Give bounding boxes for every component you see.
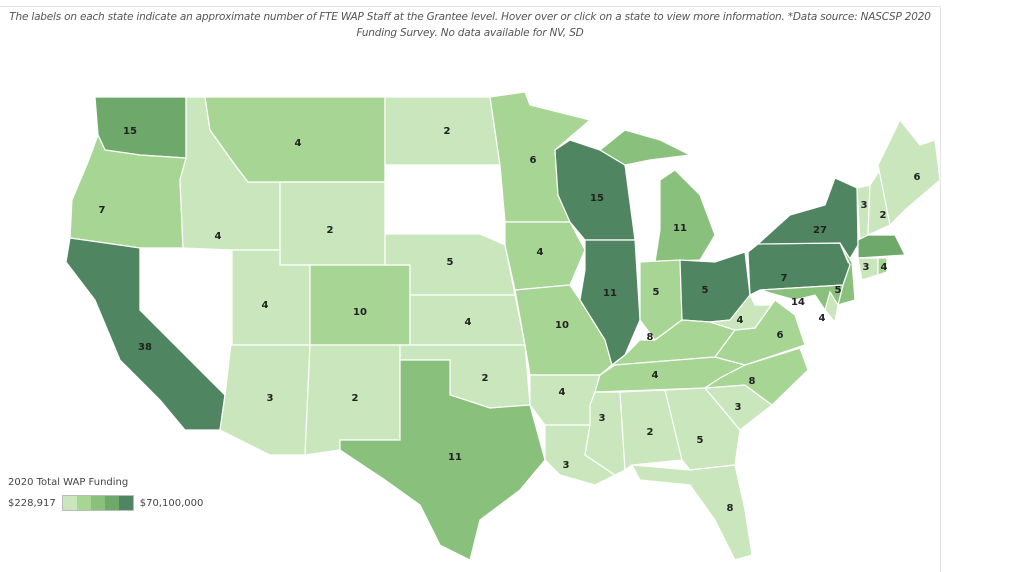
state-ia[interactable]: [504, 221, 586, 291]
state-az[interactable]: [219, 334, 311, 456]
legend-swatch: [76, 496, 91, 510]
state-mi[interactable]: [654, 169, 716, 263]
state-fl[interactable]: [630, 464, 753, 561]
legend-min-label: $228,917: [8, 497, 56, 509]
state-tx[interactable]: [339, 359, 546, 561]
state-ks[interactable]: [409, 294, 526, 346]
map-frame: [0, 6, 941, 572]
state-me[interactable]: [877, 118, 941, 227]
state-wy[interactable]: [279, 181, 386, 266]
legend-swatch: [104, 496, 119, 510]
legend-swatch: [118, 496, 133, 510]
state-ma[interactable]: [857, 234, 906, 259]
state-sd[interactable]: [384, 164, 504, 241]
legend-swatch: [62, 496, 77, 510]
state-de[interactable]: [824, 290, 839, 324]
state-nm[interactable]: [304, 344, 401, 456]
legend-title: 2020 Total WAP Funding: [8, 477, 129, 488]
legend-swatch: [90, 496, 105, 510]
state-nd[interactable]: [384, 96, 501, 166]
state-wa[interactable]: [94, 96, 187, 159]
legend-max-label: $70,100,000: [139, 497, 204, 509]
legend-color-scale: [61, 495, 134, 511]
state-ct[interactable]: [857, 257, 879, 281]
state-wv[interactable]: [709, 293, 776, 331]
state-ms[interactable]: [584, 391, 626, 476]
state-ri[interactable]: [877, 257, 888, 276]
state-label-de: 4: [819, 313, 826, 324]
state-mi[interactable]: [598, 129, 693, 166]
state-nc[interactable]: [702, 347, 809, 406]
map-caption: The labels on each state indicate an app…: [9, 11, 931, 39]
funding-legend: 2020 Total WAP Funding $228,917 $70,100,…: [8, 477, 203, 511]
state-co[interactable]: [309, 264, 411, 346]
state-al[interactable]: [619, 389, 683, 472]
